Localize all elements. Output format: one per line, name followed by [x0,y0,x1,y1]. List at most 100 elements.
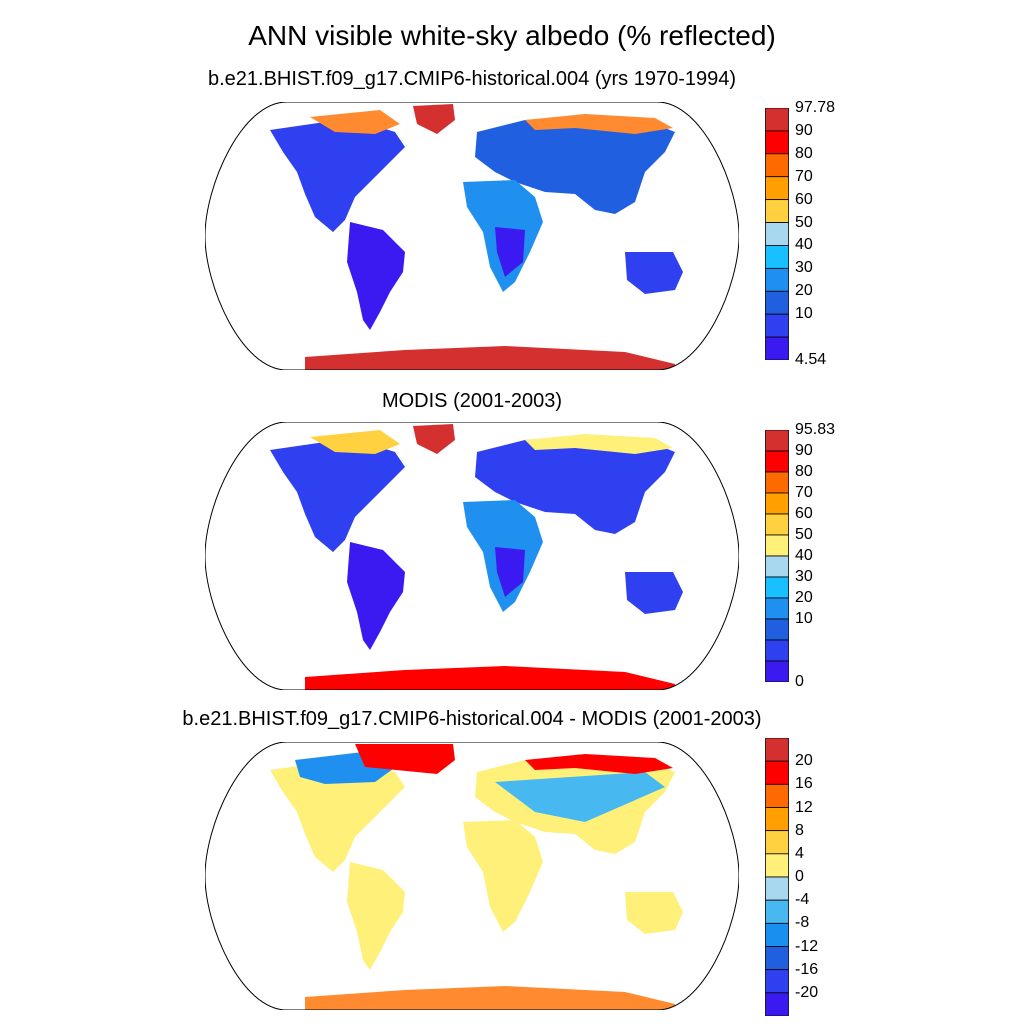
colorbar-label: 80 [795,144,813,162]
colorbar-label: 60 [795,190,813,208]
colorbar-label: -8 [795,914,810,932]
colorbar-box [765,576,789,599]
colorbar-box [765,876,789,901]
colorbar-label: 10 [795,305,813,323]
colorbar-box [765,992,789,1016]
colorbar-label: 95.83 [795,421,836,438]
colorbar-swatches [765,430,789,682]
colorbar-box [765,108,789,132]
colorbar-box [765,760,789,785]
land-siberia-snow [525,114,673,134]
colorbar-box [765,492,789,515]
colorbar-box [765,922,789,947]
land-europe-asia [475,116,675,214]
colorbar-swatches [765,738,789,1016]
land-south-america [347,542,405,650]
figure-title: ANN visible white-sky albedo (% reflecte… [248,20,776,51]
colorbar-label: 30 [795,259,813,277]
colorbar-box [765,660,789,682]
colorbar-box [765,222,789,246]
colorbar-box [765,738,789,762]
colorbar-box [765,555,789,578]
colorbar-label: 16 [795,775,813,793]
panel-1-map [205,102,739,370]
land-antarctica [305,986,675,1010]
colorbar-box [765,639,789,662]
land-africa [463,820,543,932]
panel-3-colorbar: 20 16 12 8 4 0 -4 -8 -12 -16 -20 [765,738,855,1016]
colorbar-label: 20 [795,282,813,300]
colorbar-swatches [765,108,789,360]
colorbar-label: 0 [795,673,804,690]
colorbar-box [765,471,789,494]
colorbar-label: 4.54 [795,351,827,368]
land-south-america [347,222,405,330]
land-australia [625,252,683,294]
colorbar-label: 30 [795,568,813,585]
land-greenland [413,424,455,454]
land-antarctica [305,346,675,370]
colorbar-label: 4 [795,844,804,862]
colorbar-box [765,618,789,641]
colorbar-box [765,313,789,338]
colorbar-box [765,513,789,536]
colorbar-label: 50 [795,213,813,231]
colorbar-box [765,534,789,557]
colorbar-label: 70 [795,167,813,185]
colorbar-label: 40 [795,547,813,564]
panel-2-map [205,422,739,690]
land-north-america [270,122,405,232]
colorbar-label: 20 [795,752,813,770]
colorbar-label: 80 [795,463,813,480]
land-arctic-canada [310,430,400,454]
colorbar-box [765,830,789,855]
colorbar-label: 90 [795,121,813,139]
land-australia [625,572,683,614]
land-australia [625,892,683,934]
colorbar-box [765,899,789,924]
colorbar-box [765,267,789,292]
colorbar-box [765,130,789,155]
colorbar-label: 20 [795,589,813,606]
colorbar-label: 90 [795,442,813,459]
land-greenland [413,104,455,134]
panel-3-title: b.e21.BHIST.f09_g17.CMIP6-historical.004… [182,708,762,730]
colorbar-box [765,430,789,452]
colorbar-box [765,946,789,971]
colorbar-box [765,597,789,620]
panel-3-map [205,742,739,1010]
land-siberia-snow [525,434,673,454]
colorbar-box [765,807,789,832]
panel-1-title: b.e21.BHIST.f09_g17.CMIP6-historical.004… [207,68,737,90]
colorbar-box [765,336,789,360]
colorbar-box [765,853,789,878]
colorbar-label: 0 [795,868,804,885]
land-central-africa [495,547,525,597]
colorbar-label: -20 [795,983,819,1001]
colorbar-label: -12 [795,937,819,955]
colorbar-label: 10 [795,610,813,627]
colorbar-label: 70 [795,484,813,501]
colorbar-box [765,969,789,994]
colorbar-label: -16 [795,960,819,978]
land-siberia [495,772,665,822]
colorbar-box [765,176,789,201]
land-north-america [270,762,405,872]
land-antarctica [305,666,675,690]
colorbar-box [765,245,789,269]
colorbar-box [765,199,789,223]
colorbar-label: -4 [795,891,810,909]
colorbar-box [765,290,789,315]
colorbar-label: 8 [795,821,804,839]
panel-2-colorbar: 95.83 90 80 70 60 50 40 30 20 10 0 [765,421,855,690]
land-siberia-snow [525,754,673,774]
colorbar-label: 12 [795,798,813,816]
colorbar-box [765,450,789,473]
land-europe-asia [475,436,675,534]
land-north-america [270,442,405,552]
panel-2-title: MODIS (2001-2003) [381,390,563,412]
land-arctic-canada [310,110,400,134]
colorbar-label: 60 [795,505,813,522]
land-south-america [347,862,405,970]
land-greenland [355,744,455,774]
